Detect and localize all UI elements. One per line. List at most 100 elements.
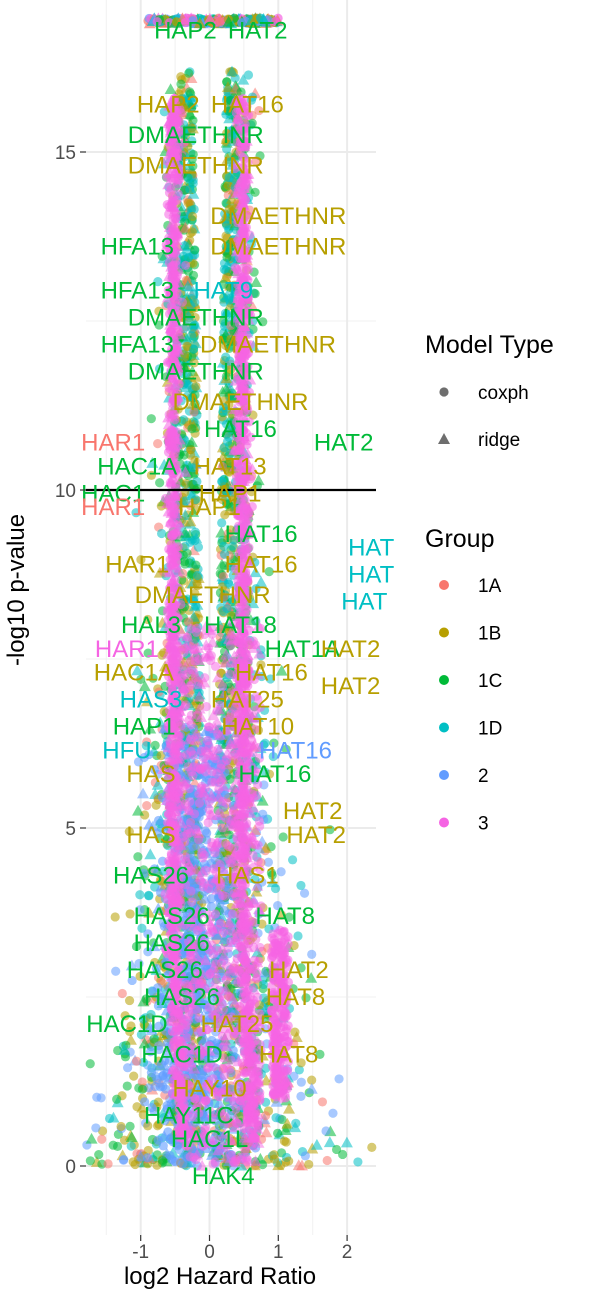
data-point	[134, 958, 144, 969]
data-point	[185, 184, 195, 194]
data-point	[155, 478, 165, 488]
data-point	[287, 855, 298, 865]
data-point	[294, 1065, 304, 1075]
data-point	[269, 738, 279, 748]
data-point	[131, 1056, 142, 1066]
data-point	[152, 1121, 163, 1131]
data-point	[144, 848, 157, 860]
data-point	[193, 542, 204, 552]
data-point	[146, 470, 157, 480]
data-point	[153, 276, 163, 287]
data-point	[269, 1150, 279, 1160]
data-point	[187, 211, 198, 222]
data-point	[243, 264, 254, 274]
data-point	[307, 1075, 317, 1085]
data-point	[290, 1027, 300, 1037]
data-point	[135, 890, 145, 900]
data-point	[124, 995, 135, 1006]
data-point	[125, 1121, 135, 1131]
data-point	[148, 673, 158, 683]
data-point	[296, 1077, 306, 1087]
data-points	[82, 12, 377, 1171]
data-point	[243, 70, 254, 80]
data-point	[184, 68, 194, 78]
data-point	[189, 358, 199, 368]
data-point	[137, 787, 150, 799]
data-point	[278, 832, 288, 842]
data-point	[299, 888, 310, 898]
data-point	[131, 941, 142, 952]
data-point	[247, 92, 258, 102]
data-point	[334, 1074, 344, 1084]
data-point	[338, 1149, 348, 1160]
data-point	[97, 1134, 107, 1144]
data-point	[170, 1157, 181, 1167]
data-point	[328, 1108, 338, 1118]
data-point	[122, 1081, 132, 1091]
data-point	[325, 825, 335, 835]
data-point	[187, 227, 197, 237]
data-point	[190, 527, 200, 537]
data-point	[154, 364, 165, 374]
data-point	[164, 209, 174, 219]
data-point	[307, 949, 317, 960]
data-point	[171, 557, 181, 567]
data-point	[111, 966, 121, 976]
data-point	[180, 260, 191, 270]
data-point	[142, 801, 152, 811]
data-point	[300, 1151, 310, 1161]
data-point	[284, 1156, 294, 1166]
data-point	[103, 1159, 113, 1169]
data-point	[157, 1156, 168, 1166]
data-point	[117, 988, 127, 999]
data-point	[150, 740, 160, 751]
data-point	[94, 1150, 104, 1160]
data-point	[142, 1153, 153, 1163]
data-point	[182, 341, 192, 351]
data-point	[164, 201, 174, 211]
data-point	[164, 441, 174, 451]
data-point	[157, 528, 167, 539]
data-point	[153, 439, 163, 449]
data-point	[305, 1082, 318, 1094]
data-point	[131, 664, 144, 676]
data-point	[110, 912, 120, 922]
data-point	[260, 767, 270, 777]
data-point	[118, 1155, 129, 1165]
data-point	[310, 1138, 323, 1150]
data-point	[263, 857, 273, 867]
data-point	[146, 1067, 157, 1078]
data-point	[132, 1102, 142, 1112]
data-point	[154, 306, 164, 316]
data-point	[91, 1123, 101, 1133]
data-point	[271, 1113, 281, 1123]
data-point	[273, 1128, 283, 1138]
data-point	[126, 1141, 136, 1151]
data-point	[317, 1097, 328, 1107]
data-point	[284, 912, 294, 922]
data-point	[104, 1113, 115, 1124]
data-point	[179, 450, 189, 460]
data-point	[112, 1094, 122, 1104]
data-point	[322, 1155, 332, 1166]
data-point	[255, 576, 268, 587]
data-point	[340, 1136, 353, 1148]
data-point	[137, 995, 150, 1007]
data-point	[129, 1071, 139, 1081]
data-point	[190, 245, 200, 255]
data-point	[128, 1157, 138, 1167]
data-point	[264, 567, 274, 577]
data-point	[250, 276, 263, 288]
data-point	[281, 744, 291, 755]
data-point	[146, 414, 156, 424]
data-point	[236, 952, 246, 962]
data-point	[296, 1058, 306, 1068]
data-point	[133, 852, 143, 862]
data-point	[296, 1159, 309, 1171]
data-point	[268, 751, 278, 762]
data-point	[137, 1084, 147, 1094]
data-point	[108, 1140, 118, 1150]
data-point	[144, 891, 154, 901]
data-point	[276, 910, 287, 920]
